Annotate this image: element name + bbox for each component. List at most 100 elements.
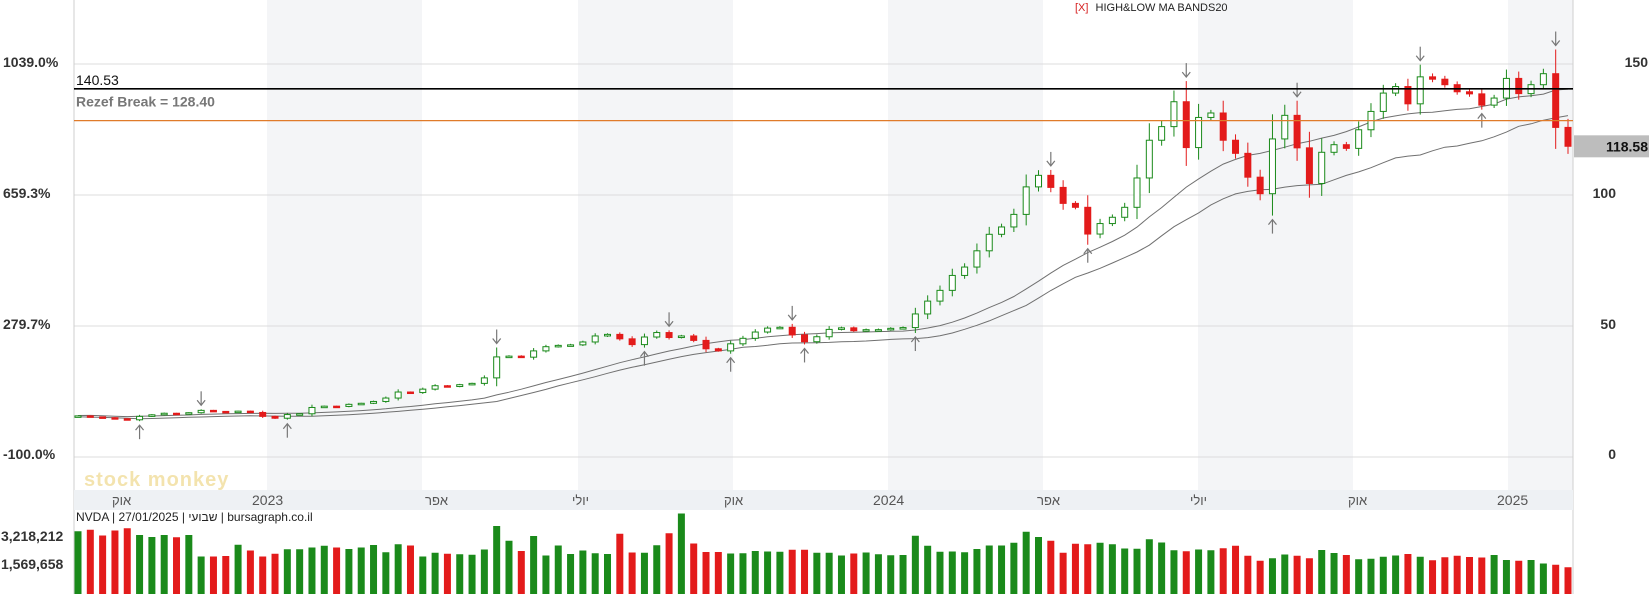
candle-body	[296, 413, 304, 416]
candle-body	[1330, 144, 1338, 153]
candle	[185, 412, 193, 415]
candle-body	[370, 400, 378, 404]
candle-body	[788, 326, 796, 336]
candle-body	[739, 337, 747, 345]
candle	[283, 412, 291, 420]
volume-bar	[739, 553, 747, 594]
volume-bar	[1539, 563, 1547, 594]
candle	[222, 410, 230, 414]
candle-body	[1478, 93, 1486, 106]
candle-body	[456, 384, 464, 388]
candle	[1207, 109, 1215, 121]
volume-bar	[259, 556, 267, 594]
candle	[924, 295, 932, 320]
swing-high-arrow	[1046, 151, 1056, 167]
candle	[1034, 170, 1042, 192]
candle	[1121, 202, 1129, 222]
volume-bar	[1305, 558, 1313, 594]
volume-bar	[345, 549, 353, 594]
candle	[764, 326, 772, 334]
volume-bar	[998, 545, 1006, 594]
candle	[936, 285, 944, 306]
swing-high-arrow	[1551, 31, 1561, 47]
volume-bar	[419, 556, 427, 594]
volume-bar	[1441, 557, 1449, 594]
candle	[1539, 68, 1547, 90]
candle-body	[1059, 186, 1067, 204]
volume-bar	[1490, 555, 1498, 594]
right-axis-tick: 50	[1600, 316, 1616, 332]
candle	[160, 412, 168, 416]
candle-body	[887, 327, 895, 331]
candle-body	[640, 336, 648, 346]
volume-bar	[333, 547, 341, 594]
volume-bar	[370, 545, 378, 594]
candle-body	[985, 233, 993, 252]
swing-high-arrow	[664, 312, 674, 328]
candle-body	[899, 327, 907, 330]
candle-body	[283, 414, 291, 419]
candle	[887, 327, 895, 331]
x-label-apr: אפר	[425, 493, 448, 508]
volume-bar	[1379, 556, 1387, 594]
swing-high-arrow	[492, 329, 502, 345]
candle-body	[837, 327, 845, 330]
candle	[751, 329, 759, 341]
volume-bar	[1244, 555, 1252, 594]
volume-bar	[874, 554, 882, 594]
candle	[727, 340, 735, 354]
candle	[308, 404, 316, 417]
candle-body	[222, 410, 230, 414]
candle	[431, 384, 439, 391]
arrow-head	[639, 350, 649, 358]
candle-body	[1022, 186, 1030, 215]
candle-body	[1244, 152, 1252, 178]
volume-bar	[604, 554, 612, 594]
last-price-box	[1574, 135, 1649, 158]
volume-bar	[197, 556, 205, 594]
volume-bar	[1281, 554, 1289, 594]
swing-high-arrow	[1181, 63, 1191, 79]
candle	[961, 263, 969, 279]
candle-body	[1047, 174, 1055, 188]
arrow-head	[1083, 247, 1093, 255]
candle-body	[801, 334, 809, 343]
candle	[665, 330, 673, 340]
candle	[382, 396, 390, 403]
candle-body	[1096, 223, 1104, 235]
candle	[1281, 104, 1289, 149]
candle	[579, 340, 587, 347]
volume-bar	[517, 551, 525, 594]
candle	[1244, 142, 1252, 187]
volume-bar	[271, 553, 279, 594]
candle-body	[1256, 176, 1264, 195]
arrow-head	[1267, 218, 1277, 225]
candle	[530, 348, 538, 360]
candle	[1133, 164, 1141, 220]
volume-bar	[74, 531, 82, 594]
candle-body	[1219, 112, 1227, 141]
swing-arrows-layer	[135, 31, 1561, 440]
candle	[604, 333, 612, 337]
candle	[394, 389, 402, 401]
volume-bar	[1502, 560, 1510, 594]
candle-body	[714, 348, 722, 352]
candle-body	[1305, 147, 1313, 184]
volume-bar	[702, 552, 710, 594]
swing-high-arrow	[1292, 82, 1302, 98]
candle	[677, 334, 685, 339]
candle	[628, 336, 636, 347]
volume-bar	[1108, 544, 1116, 594]
candle	[1022, 174, 1030, 226]
volume-bar	[1268, 558, 1276, 594]
left-axis-tick: 279.7%	[3, 316, 51, 332]
volume-bar	[1207, 550, 1215, 594]
volume-bar	[1515, 560, 1523, 594]
candle-body	[1355, 129, 1363, 149]
volume-bar	[493, 526, 501, 594]
candle-body	[1318, 151, 1326, 184]
candle	[456, 383, 464, 388]
volume-bar	[209, 556, 217, 594]
swing-high-arrow	[196, 391, 206, 407]
candle	[123, 418, 131, 421]
